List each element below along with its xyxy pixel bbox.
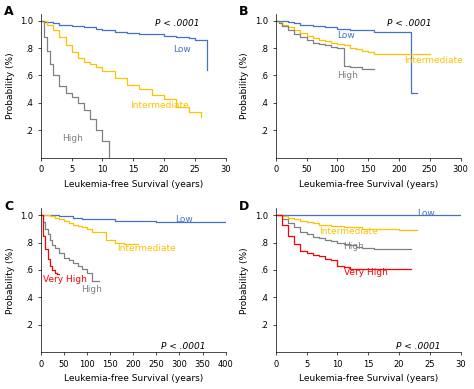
X-axis label: Leukemia-free Survival (years): Leukemia-free Survival (years) — [299, 180, 438, 189]
X-axis label: Leukemia-free Survival (years): Leukemia-free Survival (years) — [64, 375, 203, 384]
Text: Intermediate: Intermediate — [117, 244, 176, 252]
Text: Very High: Very High — [43, 275, 87, 284]
Text: D: D — [239, 200, 249, 212]
Text: P < .0001: P < .0001 — [387, 19, 431, 28]
Text: P < .0001: P < .0001 — [155, 19, 200, 28]
Text: Intermediate: Intermediate — [319, 227, 378, 236]
Y-axis label: Probability (%): Probability (%) — [6, 53, 15, 119]
Text: Low: Low — [337, 31, 355, 40]
Text: High: High — [82, 285, 102, 294]
Text: A: A — [4, 5, 14, 18]
Text: Low: Low — [175, 215, 192, 224]
X-axis label: Leukemia-free Survival (years): Leukemia-free Survival (years) — [299, 375, 438, 384]
Text: C: C — [4, 200, 13, 212]
Text: High: High — [344, 242, 365, 251]
Text: P < .0001: P < .0001 — [161, 342, 205, 351]
Text: High: High — [337, 71, 358, 80]
X-axis label: Leukemia-free Survival (years): Leukemia-free Survival (years) — [64, 180, 203, 189]
Text: B: B — [239, 5, 248, 18]
Text: Intermediate: Intermediate — [130, 101, 189, 110]
Text: Low: Low — [173, 45, 191, 54]
Text: Very High: Very High — [344, 268, 387, 277]
Text: Low: Low — [418, 209, 435, 218]
Y-axis label: Probability (%): Probability (%) — [240, 247, 249, 314]
Text: P < .0001: P < .0001 — [396, 342, 440, 351]
Y-axis label: Probability (%): Probability (%) — [6, 247, 15, 314]
Y-axis label: Probability (%): Probability (%) — [240, 53, 249, 119]
Text: Intermediate: Intermediate — [404, 56, 463, 65]
Text: High: High — [63, 134, 83, 143]
